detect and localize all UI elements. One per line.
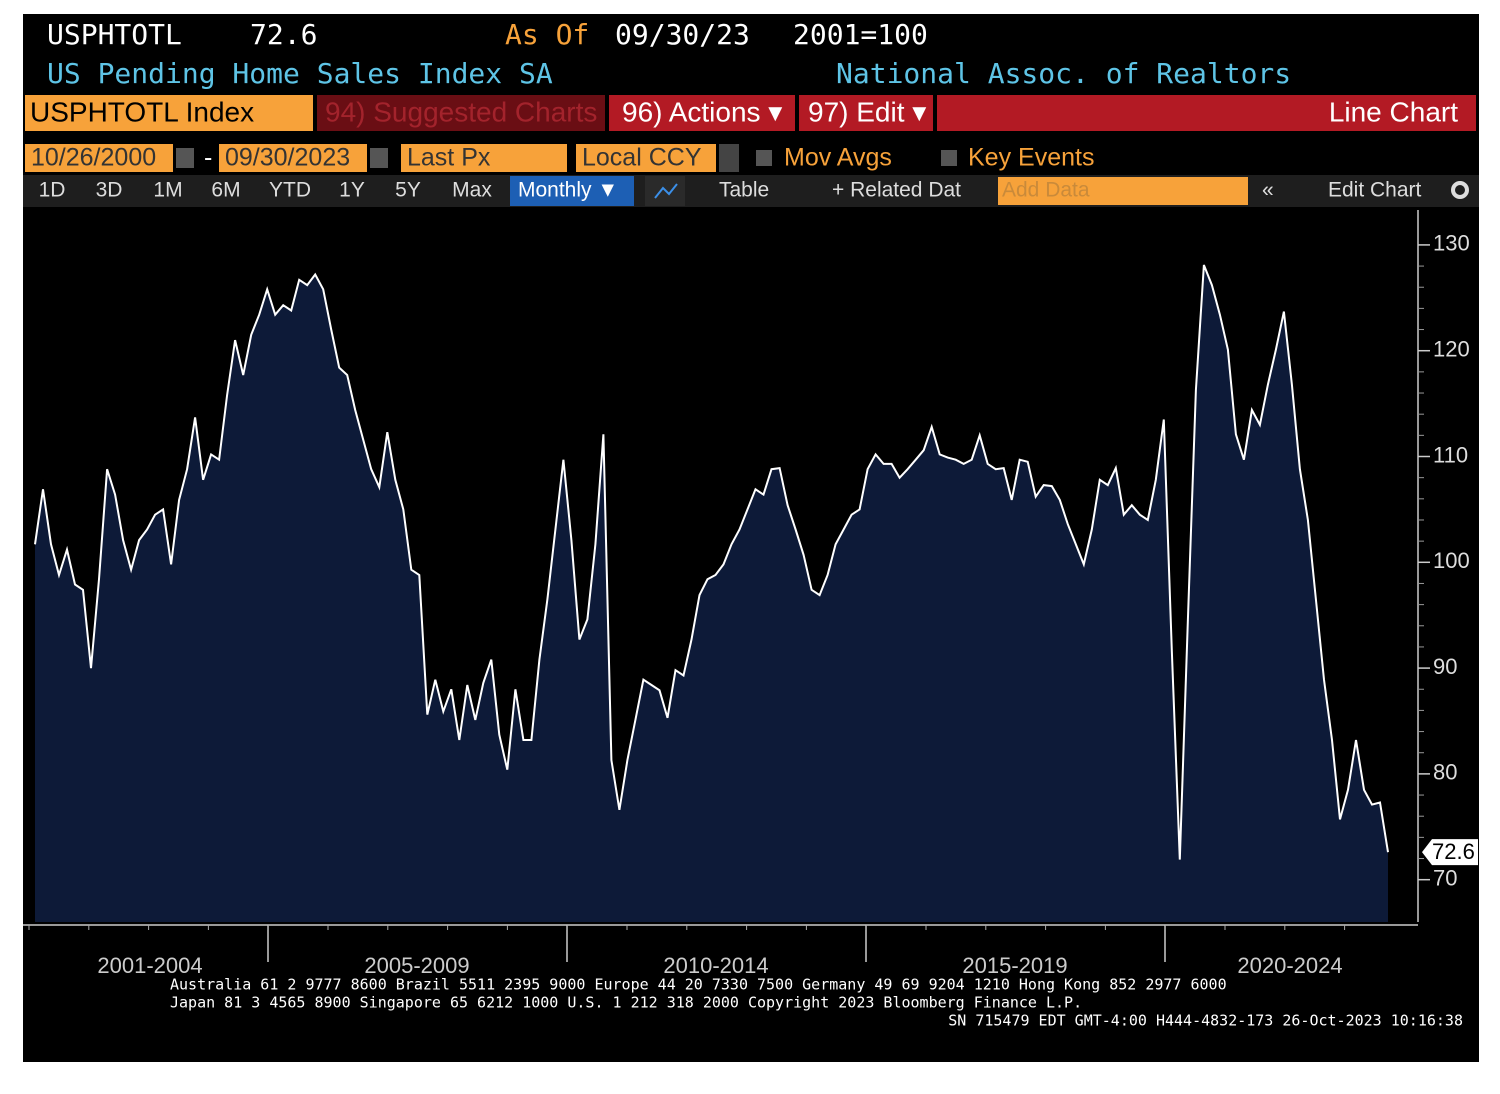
security: USPHTOTL Index xyxy=(30,96,254,127)
range-row: 1D 3D 1M 6M YTD 1Y 5Y Max Monthly ▼ Table + Rel… xyxy=(23,175,1479,207)
actions-button[interactable] xyxy=(609,95,795,131)
calendar-icon[interactable] xyxy=(176,148,194,168)
currency: Local CCY xyxy=(582,144,702,172)
footer-line: Australia 61 2 9777 8600 Brazil 5511 239… xyxy=(170,976,1227,994)
last-price: 72.6 xyxy=(250,18,317,51)
range-button[interactable]: 5Y xyxy=(395,179,421,202)
x-tick-label: 2015-2019 xyxy=(962,953,1067,978)
header: USPHTOTL 72.6 As Of 09/30/23 2001=100 US… xyxy=(47,18,1291,90)
field: Last Px xyxy=(407,144,491,172)
area xyxy=(35,265,1388,922)
x-tick-label: 2005-2009 xyxy=(364,953,469,978)
security-name: US Pending Home Sales Index SA xyxy=(47,57,553,90)
range-button[interactable]: YTD xyxy=(269,179,311,202)
ticker: USPHTOTL xyxy=(47,18,182,51)
as-of-label: As Of xyxy=(505,18,589,51)
chart-icon xyxy=(654,183,678,199)
suggested-button[interactable] xyxy=(317,95,605,131)
x-tick-label: 2010-2014 xyxy=(663,953,768,978)
y-tick-label: 90 xyxy=(1433,654,1457,679)
suggested: 94) Suggested Charts xyxy=(325,96,597,127)
chart: 70 80 90 100 110 120 130 72.6 2001-2004 2005-2009… xyxy=(23,210,1478,978)
edit-button[interactable] xyxy=(799,95,933,131)
settings-icon[interactable] xyxy=(1451,181,1469,199)
y-tick-label: 100 xyxy=(1433,548,1470,573)
footer-line: SN 715479 EDT GMT-4:00 H444-4832-173 26-… xyxy=(948,1012,1463,1030)
currency-box[interactable] xyxy=(576,144,716,172)
key-events: Key Events xyxy=(968,144,1094,172)
y-tick-label: 70 xyxy=(1433,865,1457,890)
range-button[interactable]: 1D xyxy=(39,179,66,202)
range-button[interactable]: 1M xyxy=(153,179,182,202)
chart-kind: Line Chart xyxy=(1329,96,1458,127)
actions: 96) Actions ▾ xyxy=(622,96,782,127)
y-tick-label: 130 xyxy=(1433,231,1470,256)
y-tick-label: 120 xyxy=(1433,337,1470,362)
frequency-button[interactable] xyxy=(510,176,634,206)
dropdown[interactable] xyxy=(719,144,739,172)
calendar-icon[interactable] xyxy=(370,148,388,168)
range-button[interactable]: 3D xyxy=(96,179,123,202)
range-button[interactable]: 6M xyxy=(211,179,240,202)
toolbar-row: USPHTOTL Index 94) Suggested Charts 96) … xyxy=(25,95,1476,131)
add-data-box[interactable] xyxy=(998,177,1248,205)
field-box[interactable] xyxy=(401,144,567,172)
as-of-date: 09/30/23 xyxy=(615,18,750,51)
x-tick-label: 2020-2024 xyxy=(1237,953,1342,978)
line xyxy=(34,264,1389,860)
frequency: Monthly ▼ xyxy=(518,179,618,202)
end-date-box[interactable] xyxy=(219,144,367,172)
last-value-label: 72.6 xyxy=(1432,839,1475,864)
collapse[interactable]: « xyxy=(1262,179,1274,202)
base: 2001=100 xyxy=(793,18,928,51)
related-data[interactable]: + Related Dat xyxy=(832,179,961,202)
table[interactable]: Table xyxy=(719,179,769,202)
range-button[interactable]: 1Y xyxy=(339,179,365,202)
mov-avgs: Mov Avgs xyxy=(784,144,892,172)
y-tick-label: 80 xyxy=(1433,760,1457,785)
edit-chart[interactable]: Edit Chart xyxy=(1328,179,1422,202)
security-box[interactable] xyxy=(25,95,313,131)
settings-row: 10/26/2000 - 09/30/2023 Last Px Local CC… xyxy=(25,144,1094,172)
add-data: Add Data xyxy=(1002,179,1090,202)
end-date: 09/30/2023 xyxy=(225,144,350,172)
date-dash: - xyxy=(204,144,212,172)
source: National Assoc. of Realtors xyxy=(836,57,1291,90)
footer-line: Japan 81 3 4565 8900 Singapore 65 6212 1… xyxy=(170,994,1082,1012)
x-tick-label: 2001-2004 xyxy=(97,953,202,978)
title-bar xyxy=(937,95,1476,131)
start-date: 10/26/2000 xyxy=(31,144,156,172)
footer: Australia 61 2 9777 8600 Brazil 5511 239… xyxy=(170,976,1463,1030)
start-date-box[interactable] xyxy=(25,144,173,172)
last-value-tag xyxy=(1422,839,1478,866)
range-button[interactable]: Max xyxy=(452,179,492,202)
y-tick-label: 110 xyxy=(1433,442,1468,467)
checkbox[interactable] xyxy=(941,150,957,166)
range-buttons: 1D 3D 1M 6M YTD 1Y 5Y Max xyxy=(39,179,493,202)
checkbox[interactable] xyxy=(756,150,772,166)
edit: 97) Edit ▾ xyxy=(808,96,926,127)
